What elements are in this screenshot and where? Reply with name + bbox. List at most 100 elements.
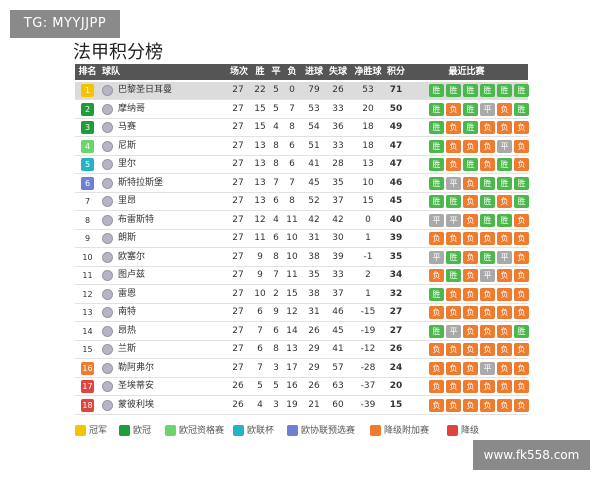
stat-cell: 79 — [308, 85, 320, 95]
stat-cell: 27 — [232, 270, 244, 280]
rank: 2 — [81, 102, 94, 116]
stat-cell: 20 — [362, 103, 374, 114]
team-name: 马赛 — [118, 122, 137, 132]
recent-result: 胜 — [463, 102, 478, 116]
recent-result: 胜 — [429, 139, 444, 153]
team-logo — [102, 288, 113, 300]
stat-cell: 27 — [232, 177, 244, 188]
recent-result: 胜 — [480, 213, 495, 227]
team-name: 南特 — [118, 307, 137, 317]
recent-result: 负 — [446, 380, 461, 393]
stat-cell: 35 — [308, 270, 320, 280]
stat-cell: 21 — [308, 399, 320, 410]
recent-result: 负 — [497, 287, 512, 301]
stat-cell: 13 — [286, 344, 298, 354]
stat-cell: 46 — [389, 177, 403, 188]
recent-result: 胜 — [497, 213, 512, 227]
stat-cell: 3 — [273, 362, 279, 373]
stat-cell: 49 — [389, 122, 403, 132]
table-row: 1 巴黎圣日耳曼 27 22 5 0 79 26 53 71 胜胜胜胜胜胜 — [75, 82, 529, 100]
rank: 15 — [82, 345, 93, 354]
stat-cell: 34 — [389, 270, 403, 280]
stat-cell: 8 — [273, 251, 279, 262]
stat-cell: 45 — [389, 196, 403, 206]
header-cell: 平 — [271, 67, 281, 77]
table-row: 7 里昂 27 13 6 8 52 37 15 45 胜胜负胜负胜 — [75, 193, 529, 211]
recent-result: 负 — [497, 398, 512, 412]
recent-result: 胜 — [480, 250, 495, 264]
stat-cell: 15 — [254, 103, 266, 114]
recent-result: 负 — [429, 232, 444, 245]
team-logo — [102, 159, 113, 170]
recent-result: 平 — [480, 269, 495, 282]
recent-result: 胜 — [480, 84, 495, 97]
stat-cell: 26 — [389, 344, 403, 354]
stat-cell: 29 — [308, 344, 320, 354]
stat-cell: 26 — [232, 399, 244, 410]
stat-cell: 33 — [332, 270, 344, 280]
recent-result: 负 — [429, 306, 444, 319]
legend-swatch — [447, 425, 458, 436]
stat-cell: -37 — [360, 381, 376, 391]
recent-result: 负 — [497, 380, 512, 393]
recent-result: 胜 — [514, 84, 529, 97]
stat-cell: 50 — [389, 103, 403, 114]
stat-cell: 5 — [273, 381, 279, 391]
stat-cell: 37 — [332, 288, 344, 299]
stat-cell: 11 — [254, 233, 266, 243]
recent-result: 胜 — [480, 195, 495, 208]
recent-result: 负 — [497, 102, 512, 116]
stat-cell: 41 — [308, 159, 320, 169]
legend-swatch — [119, 425, 130, 436]
stat-cell: 1 — [365, 233, 371, 243]
stat-cell: 5 — [273, 103, 279, 114]
recent-result: 负 — [463, 195, 478, 208]
stat-cell: 15 — [254, 122, 266, 132]
table-row: 13 南特 27 6 9 12 31 46 -15 27 负负负负负负 — [75, 304, 529, 322]
site-watermark: www.fk558.com — [473, 440, 590, 470]
recent-result: 负 — [446, 139, 461, 153]
stat-cell: 15 — [389, 399, 403, 410]
header-cell: 失球 — [328, 67, 347, 77]
legend-swatch — [75, 425, 86, 436]
recent-result: 平 — [429, 213, 444, 227]
stat-cell: 47 — [389, 140, 403, 151]
team-logo — [102, 196, 113, 207]
stat-cell: 3 — [273, 399, 279, 410]
recent-result: 平 — [497, 139, 512, 153]
recent-result: 胜 — [446, 84, 461, 97]
stat-cell: 31 — [308, 307, 320, 317]
recent-result: 负 — [480, 121, 495, 134]
recent-result: 负 — [497, 306, 512, 319]
recent-result: 负 — [514, 380, 529, 393]
stat-cell: 26 — [308, 381, 320, 391]
team-name: 圣埃蒂安 — [118, 381, 155, 391]
stat-cell: 27 — [232, 288, 244, 299]
header-cell: 进球 — [304, 67, 323, 77]
recent-result: 负 — [463, 380, 478, 393]
stat-cell: 19 — [286, 399, 298, 410]
stat-cell: 11 — [286, 214, 298, 225]
recent-result: 胜 — [429, 102, 444, 116]
table-row: 2 摩纳哥 27 15 5 7 53 33 20 50 胜负胜平负胜 — [75, 101, 529, 119]
table-row: 12 雷恩 27 10 2 15 38 37 1 32 胜负负负负负 — [75, 286, 529, 304]
team-logo — [102, 325, 113, 337]
stat-cell: 37 — [332, 196, 344, 206]
stat-cell: 53 — [362, 85, 374, 95]
stat-cell: 45 — [308, 177, 320, 188]
stat-cell: 8 — [273, 159, 279, 169]
team-name: 斯特拉斯堡 — [118, 177, 164, 188]
stat-cell: -28 — [360, 362, 376, 373]
stat-cell: 2 — [365, 270, 371, 280]
stat-cell: 7 — [257, 362, 263, 373]
team-name: 蒙彼利埃 — [118, 399, 155, 410]
table-row: 15 兰斯 27 6 8 13 29 41 -12 26 负负负负负负 — [75, 341, 529, 359]
rank: 5 — [81, 158, 94, 171]
stat-cell: 22 — [254, 85, 266, 95]
recent-result: 胜 — [463, 84, 478, 97]
recent-result: 负 — [480, 343, 495, 356]
recent-result: 负 — [480, 398, 495, 412]
team-logo — [102, 270, 113, 281]
stat-cell: 27 — [232, 233, 244, 243]
stat-cell: -39 — [360, 399, 376, 410]
